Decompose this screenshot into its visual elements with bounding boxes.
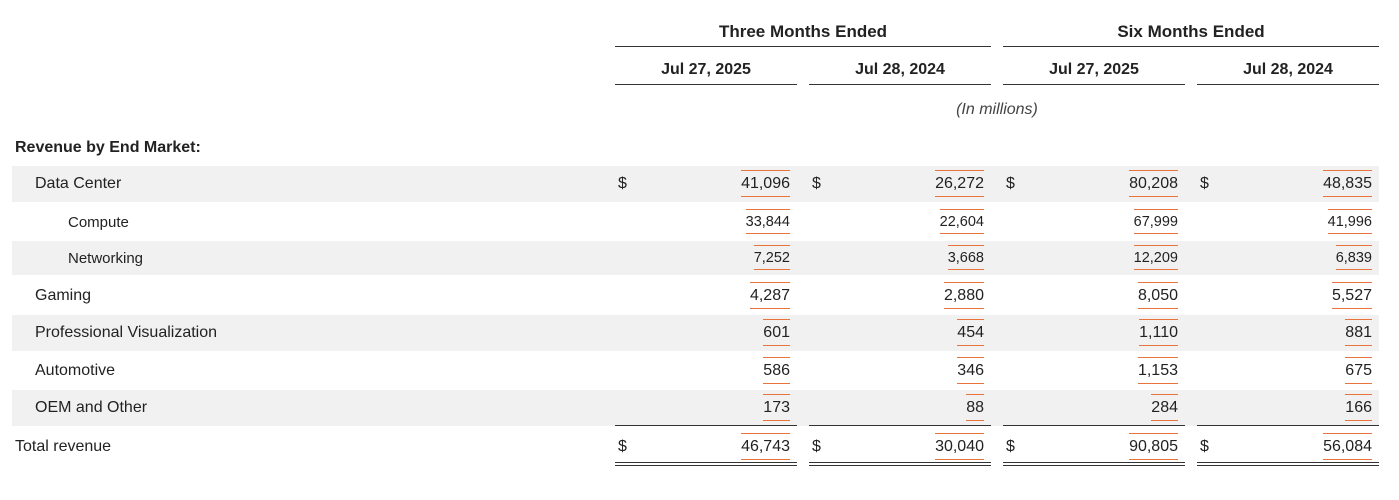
- total-separator: [809, 425, 991, 426]
- value-cell: 46,743: [741, 433, 790, 460]
- value-cell: 1,153: [1137, 357, 1179, 384]
- value-cell: 7,252: [753, 245, 791, 270]
- table-row-oem-and-other: OEM and Other 173 88 284 166: [12, 390, 1379, 426]
- value-cell: 90,805: [1129, 433, 1178, 460]
- currency-symbol: $: [1200, 175, 1209, 192]
- value-cell: 80,208: [1129, 170, 1178, 197]
- header-date-6m-2024: Jul 28, 2024: [1197, 58, 1379, 85]
- row-label: OEM and Other: [35, 399, 148, 416]
- value-cell: 5,527: [1331, 282, 1373, 309]
- header-six-months-ended: Six Months Ended: [1003, 20, 1379, 47]
- table-row-gaming: Gaming 4,287 2,880 8,050 5,527: [12, 278, 1379, 314]
- value-cell: 88: [966, 394, 984, 421]
- total-double-underline: [1197, 462, 1379, 466]
- row-label: Compute: [68, 213, 129, 231]
- currency-symbol: $: [812, 438, 821, 455]
- total-separator: [615, 425, 797, 426]
- value-cell: 173: [763, 394, 790, 421]
- header-date-6m-2025: Jul 27, 2025: [1003, 58, 1185, 85]
- value-cell: 8,050: [1137, 282, 1179, 309]
- value-cell: 166: [1345, 394, 1372, 421]
- value-cell: 6,839: [1335, 245, 1373, 270]
- value-cell: 454: [957, 319, 984, 346]
- value-cell: 2,880: [943, 282, 985, 309]
- table-row-data-center: Data Center $ 41,096 $ 26,272 $ 80,208 $…: [12, 166, 1379, 202]
- header-three-months-ended: Three Months Ended: [615, 20, 991, 47]
- currency-symbol: $: [618, 438, 627, 455]
- value-cell: 26,272: [935, 170, 984, 197]
- value-cell: 881: [1345, 319, 1372, 346]
- table-row-total-revenue: Total revenue $ 46,743 $ 30,040 $ 90,805…: [0, 429, 1379, 465]
- total-double-underline: [1003, 462, 1185, 466]
- value-cell: 56,084: [1323, 433, 1372, 460]
- currency-symbol: $: [618, 175, 627, 192]
- total-separator: [1003, 425, 1185, 426]
- section-title: Revenue by End Market:: [15, 139, 201, 156]
- row-label: Automotive: [35, 362, 116, 379]
- value-cell: 675: [1345, 357, 1372, 384]
- header-date-3m-2025: Jul 27, 2025: [615, 58, 797, 85]
- value-cell: 67,999: [1133, 209, 1179, 234]
- value-cell: 30,040: [935, 433, 984, 460]
- table-row-networking: Networking 7,252 3,668 12,209 6,839: [12, 241, 1379, 275]
- value-cell: 586: [763, 357, 790, 384]
- value-cell: 346: [957, 357, 984, 384]
- row-label: Data Center: [35, 175, 122, 192]
- value-cell: 601: [763, 319, 790, 346]
- total-double-underline: [615, 462, 797, 466]
- table-row-automotive: Automotive 586 346 1,153 675: [12, 353, 1379, 389]
- value-cell: 41,996: [1327, 209, 1373, 234]
- value-cell: 48,835: [1323, 170, 1372, 197]
- row-label: Gaming: [35, 287, 92, 304]
- row-label: Networking: [68, 249, 144, 267]
- value-cell: 4,287: [749, 282, 791, 309]
- value-cell: 12,209: [1133, 245, 1179, 270]
- table-row-compute: Compute 33,844 22,604 67,999 41,996: [12, 205, 1379, 239]
- value-cell: 3,668: [947, 245, 985, 270]
- header-date-3m-2024: Jul 28, 2024: [809, 58, 991, 85]
- value-cell: 33,844: [745, 209, 791, 234]
- row-label: Professional Visualization: [35, 324, 218, 341]
- value-cell: 284: [1151, 394, 1178, 421]
- currency-symbol: $: [1200, 438, 1209, 455]
- total-separator: [1197, 425, 1379, 426]
- total-double-underline: [809, 462, 991, 466]
- table-row-professional-visualization: Professional Visualization 601 454 1,110…: [12, 315, 1379, 351]
- value-cell: 41,096: [741, 170, 790, 197]
- currency-symbol: $: [1006, 438, 1015, 455]
- currency-symbol: $: [812, 175, 821, 192]
- value-cell: 1,110: [1139, 319, 1178, 346]
- value-cell: 22,604: [939, 209, 985, 234]
- row-label: Total revenue: [15, 438, 112, 455]
- currency-symbol: $: [1006, 175, 1015, 192]
- units-note: (In millions): [956, 101, 1038, 118]
